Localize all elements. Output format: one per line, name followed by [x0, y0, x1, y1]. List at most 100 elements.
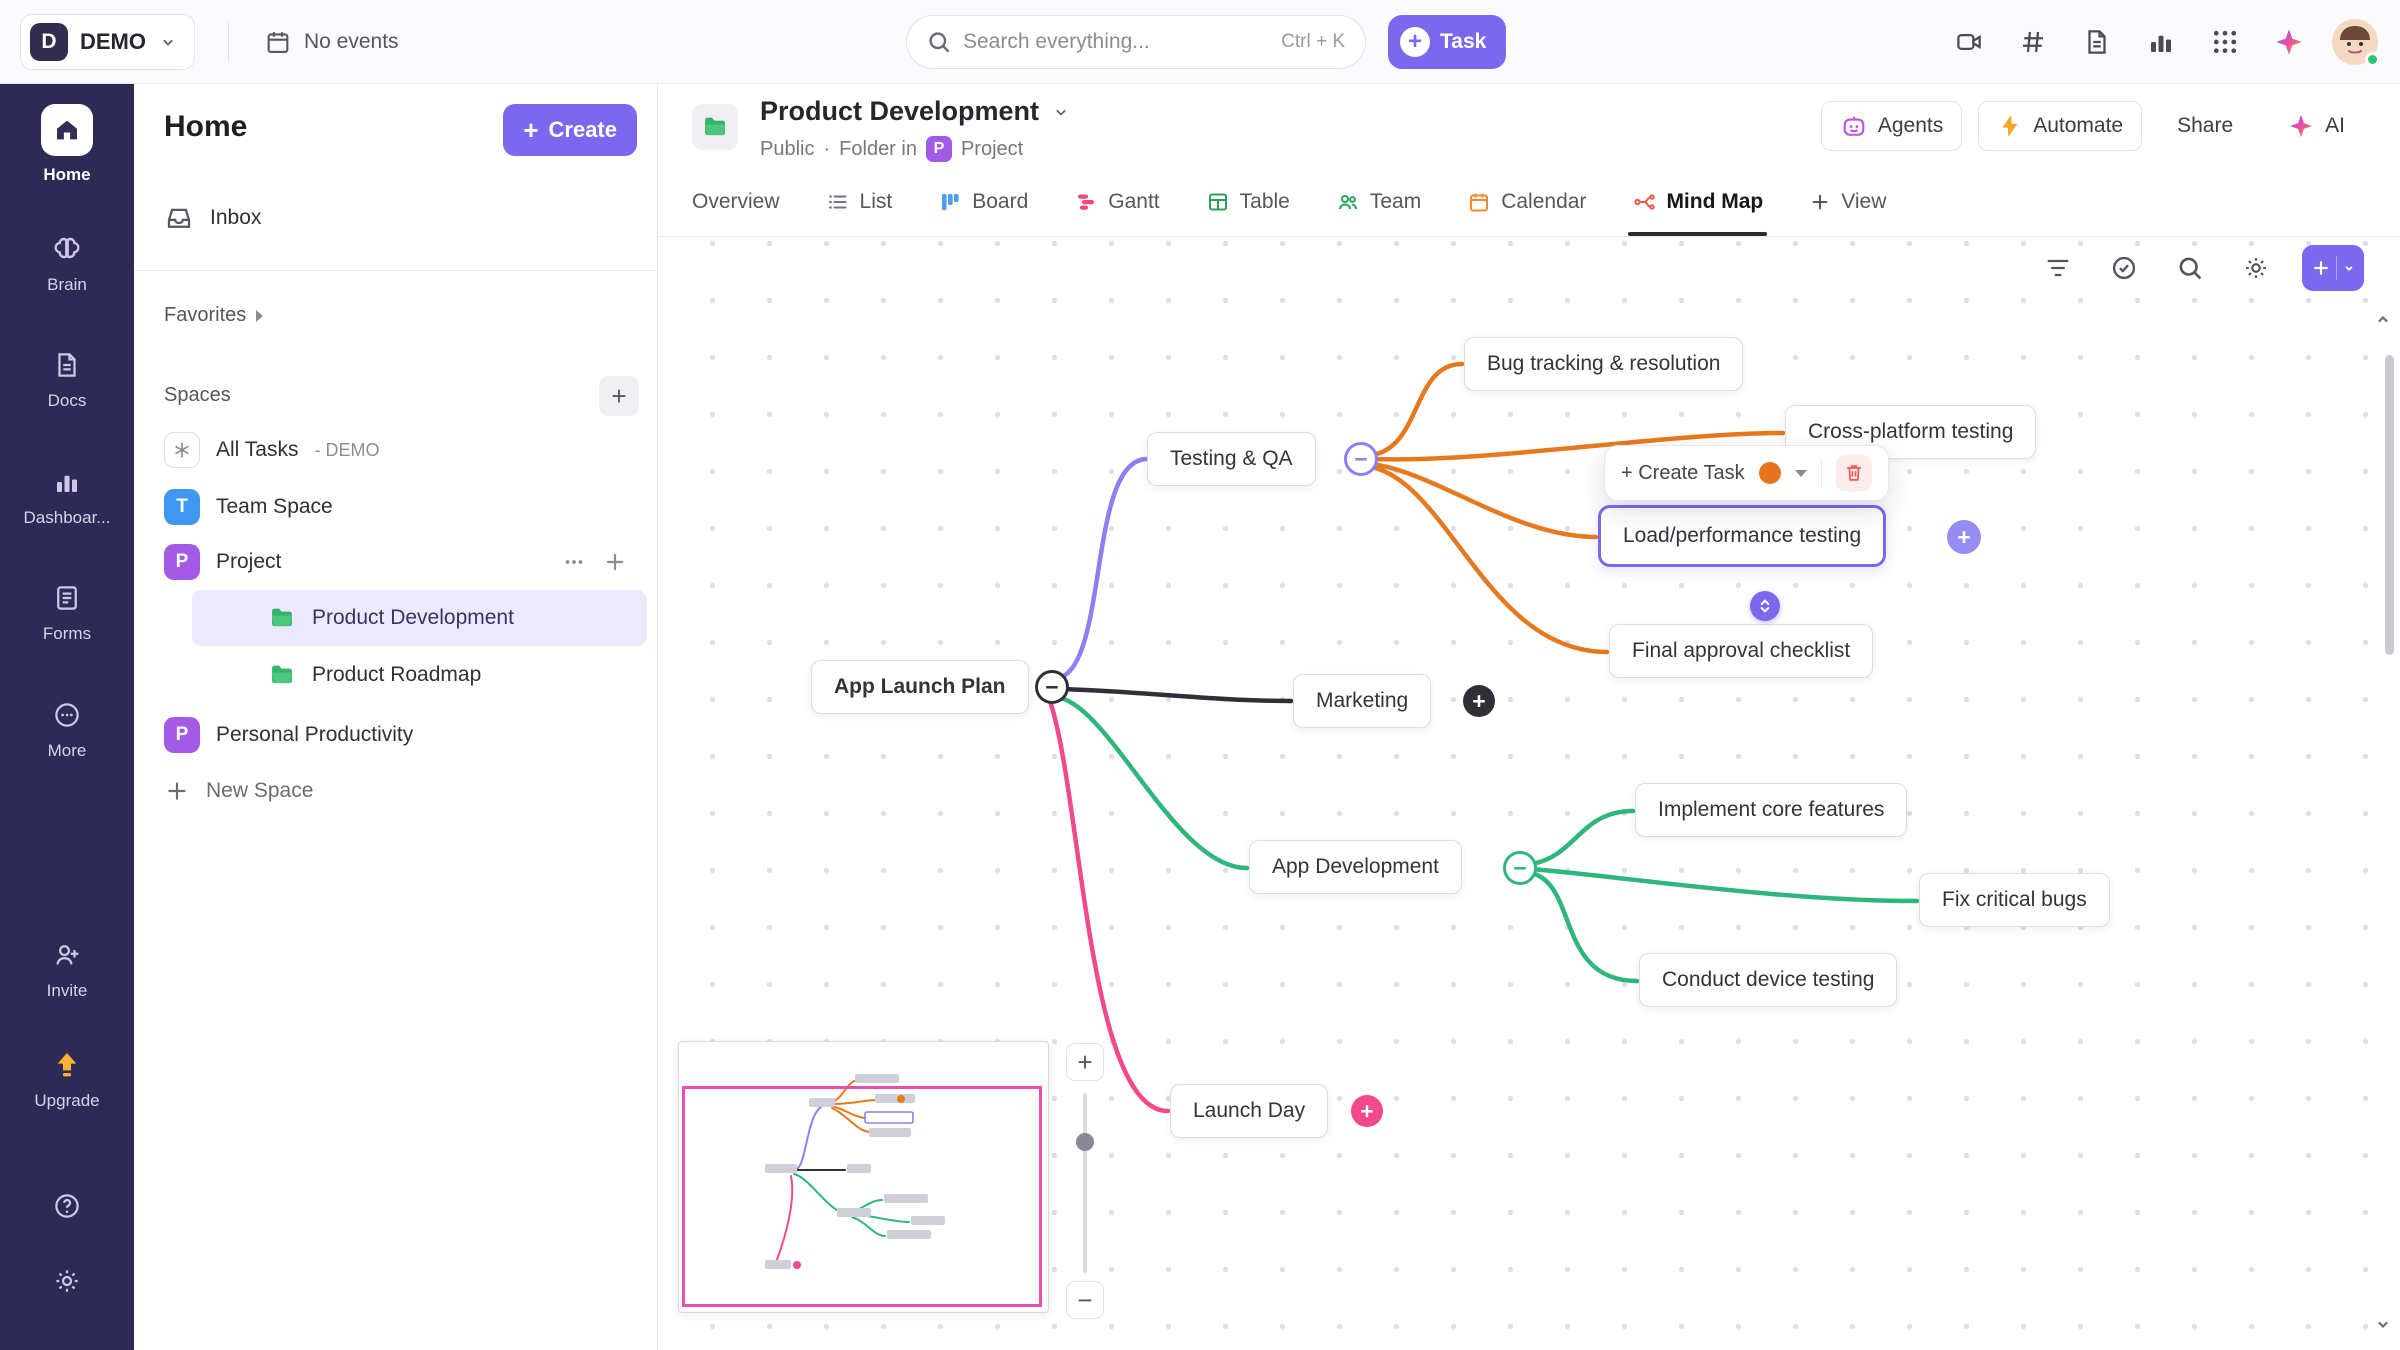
search-canvas-button[interactable] — [2170, 248, 2210, 288]
rail-item-help[interactable] — [0, 1189, 134, 1223]
add-child-button-marketing[interactable]: + — [1463, 685, 1495, 717]
mindmap-node-bug-tracking[interactable]: Bug tracking & resolution — [1464, 337, 1744, 391]
sidebar-item-all-tasks[interactable]: All Tasks - DEMO — [144, 422, 647, 478]
ai-button[interactable]: AI — [2268, 101, 2364, 151]
sidebar-item-team-space[interactable]: T Team Space — [144, 479, 647, 535]
add-node-split-button[interactable] — [2302, 245, 2364, 291]
sidebar-item-project[interactable]: P Project — [144, 534, 647, 590]
rail-item-upgrade[interactable]: Upgrade — [0, 1048, 134, 1111]
add-child-button-load-testing[interactable]: + — [1947, 520, 1981, 554]
caret-down-icon[interactable] — [1794, 469, 1807, 477]
vertical-scrollbar[interactable] — [2385, 355, 2394, 655]
add-space-button[interactable]: + — [599, 376, 639, 416]
rail-item-forms[interactable]: Forms — [0, 581, 134, 644]
mindmap-node-marketing[interactable]: Marketing — [1293, 674, 1432, 728]
chevron-down-icon[interactable] — [1051, 102, 1071, 122]
rail-item-invite[interactable]: Invite — [0, 938, 134, 1001]
mindmap-node-root[interactable]: App Launch Plan — [811, 660, 1029, 714]
workspace-switcher[interactable]: D DEMO — [20, 14, 195, 70]
zoom-slider-handle[interactable] — [1076, 1133, 1094, 1151]
search-icon — [2179, 257, 2202, 280]
document-icon — [2088, 30, 2106, 54]
tab-table[interactable]: Table — [1206, 168, 1290, 236]
zoom-in-button[interactable]: + — [1066, 1043, 1104, 1081]
minimap[interactable] — [678, 1041, 1049, 1313]
mindmap-node-final-approval[interactable]: Final approval checklist — [1609, 624, 1874, 678]
sidebar-item-new-space[interactable]: New Space — [144, 763, 647, 819]
rail-item-settings[interactable] — [0, 1264, 134, 1298]
filter-button[interactable] — [2038, 248, 2078, 288]
create-task-label[interactable]: + Create Task — [1621, 461, 1745, 484]
show-closed-button[interactable] — [2104, 248, 2144, 288]
spaces-section[interactable]: Spaces — [164, 384, 231, 407]
folder-icon — [272, 665, 292, 684]
sidebar-item-product-roadmap[interactable]: Product Roadmap — [192, 647, 647, 703]
mindmap-node-testing-qa[interactable]: Testing & QA — [1147, 432, 1316, 486]
mindmap-canvas[interactable]: App Launch Plan − Testing & QA − Bug tra… — [658, 237, 2400, 1350]
rail-item-home[interactable]: Home — [0, 104, 134, 185]
node-collapse-badge[interactable] — [1750, 591, 1780, 621]
search-input[interactable] — [963, 30, 1270, 54]
zoom-slider-track[interactable] — [1083, 1093, 1087, 1273]
rail-item-brain[interactable]: Brain — [0, 232, 134, 295]
user-avatar[interactable] — [2332, 19, 2380, 67]
tab-label: Team — [1369, 190, 1422, 213]
project-badge: P — [925, 136, 952, 162]
tab-team[interactable]: Team — [1336, 168, 1421, 236]
status-color-dot[interactable] — [1758, 462, 1781, 484]
automate-button[interactable]: Automate — [1978, 101, 2143, 151]
channels-button[interactable] — [2012, 21, 2054, 63]
minimap-viewport[interactable] — [682, 1086, 1042, 1307]
tab-calendar[interactable]: Calendar — [1467, 168, 1586, 236]
clickup-ai-button[interactable] — [2268, 21, 2310, 63]
tab-gantt[interactable]: Gantt — [1074, 168, 1160, 236]
add-child-button-launch-day[interactable]: + — [1351, 1095, 1383, 1127]
agents-button[interactable]: Agents — [1820, 101, 1963, 151]
share-button[interactable]: Share — [2158, 101, 2253, 151]
rail-label: Brain — [47, 275, 87, 294]
mindmap-node-conduct-testing[interactable]: Conduct device testing — [1639, 953, 1898, 1007]
tab-board[interactable]: Board — [938, 168, 1028, 236]
delete-node-button[interactable] — [1835, 455, 1872, 491]
project-link[interactable]: Project — [960, 137, 1024, 160]
create-task-popup[interactable]: + Create Task — [1604, 445, 1889, 501]
scroll-up-button[interactable] — [2370, 307, 2396, 333]
view-settings-button[interactable] — [2236, 248, 2276, 288]
tab-add-view[interactable]: View — [1809, 168, 1886, 236]
tab-list[interactable]: List — [826, 168, 892, 236]
global-search[interactable]: Ctrl + K — [906, 15, 1366, 69]
mindmap-node-load-testing[interactable]: Load/performance testing — [1598, 505, 1887, 567]
sidebar-item-personal-productivity[interactable]: P Personal Productivity — [144, 707, 647, 763]
tab-label: Gantt — [1108, 190, 1160, 213]
rail-item-more[interactable]: More — [0, 698, 134, 761]
divider — [134, 270, 657, 271]
tab-label: Overview — [692, 190, 780, 213]
scroll-down-button[interactable] — [2370, 1311, 2396, 1337]
collapse-button-root[interactable]: − — [1035, 670, 1069, 704]
collapse-button-app-development[interactable]: − — [1503, 851, 1537, 885]
app-center-button[interactable] — [2204, 21, 2246, 63]
docs-button[interactable] — [2076, 21, 2118, 63]
sidebar-item-product-development[interactable]: Product Development — [192, 590, 647, 646]
zoom-out-button[interactable]: − — [1066, 1281, 1104, 1319]
no-events-button[interactable]: No events — [250, 16, 413, 68]
page-header: Product Development Public · Folder in P… — [658, 84, 2400, 168]
tab-mind-map[interactable]: Mind Map — [1628, 168, 1768, 236]
rail-item-dashboards[interactable]: Dashboar... — [0, 465, 134, 528]
record-clip-button[interactable] — [1948, 21, 1990, 63]
rail-item-docs[interactable]: Docs — [0, 348, 134, 411]
favorites-section[interactable]: Favorites — [164, 304, 264, 327]
mindmap-node-app-development[interactable]: App Development — [1249, 840, 1462, 894]
mindmap-node-implement-core[interactable]: Implement core features — [1635, 783, 1908, 837]
dashboards-button[interactable] — [2140, 21, 2182, 63]
mindmap-node-launch-day[interactable]: Launch Day — [1170, 1084, 1329, 1138]
visibility-label[interactable]: Public — [760, 137, 815, 160]
collapse-button-testing-qa[interactable]: − — [1344, 442, 1378, 476]
sidebar-item-inbox[interactable]: Inbox — [144, 190, 647, 246]
create-button[interactable]: + Create — [503, 104, 637, 156]
new-task-button[interactable]: + Task — [1388, 15, 1507, 69]
add-list-icon[interactable] — [603, 550, 627, 574]
tab-overview[interactable]: Overview — [692, 168, 780, 236]
ellipsis-icon[interactable] — [561, 549, 587, 575]
mindmap-node-fix-bugs[interactable]: Fix critical bugs — [1919, 873, 2110, 927]
